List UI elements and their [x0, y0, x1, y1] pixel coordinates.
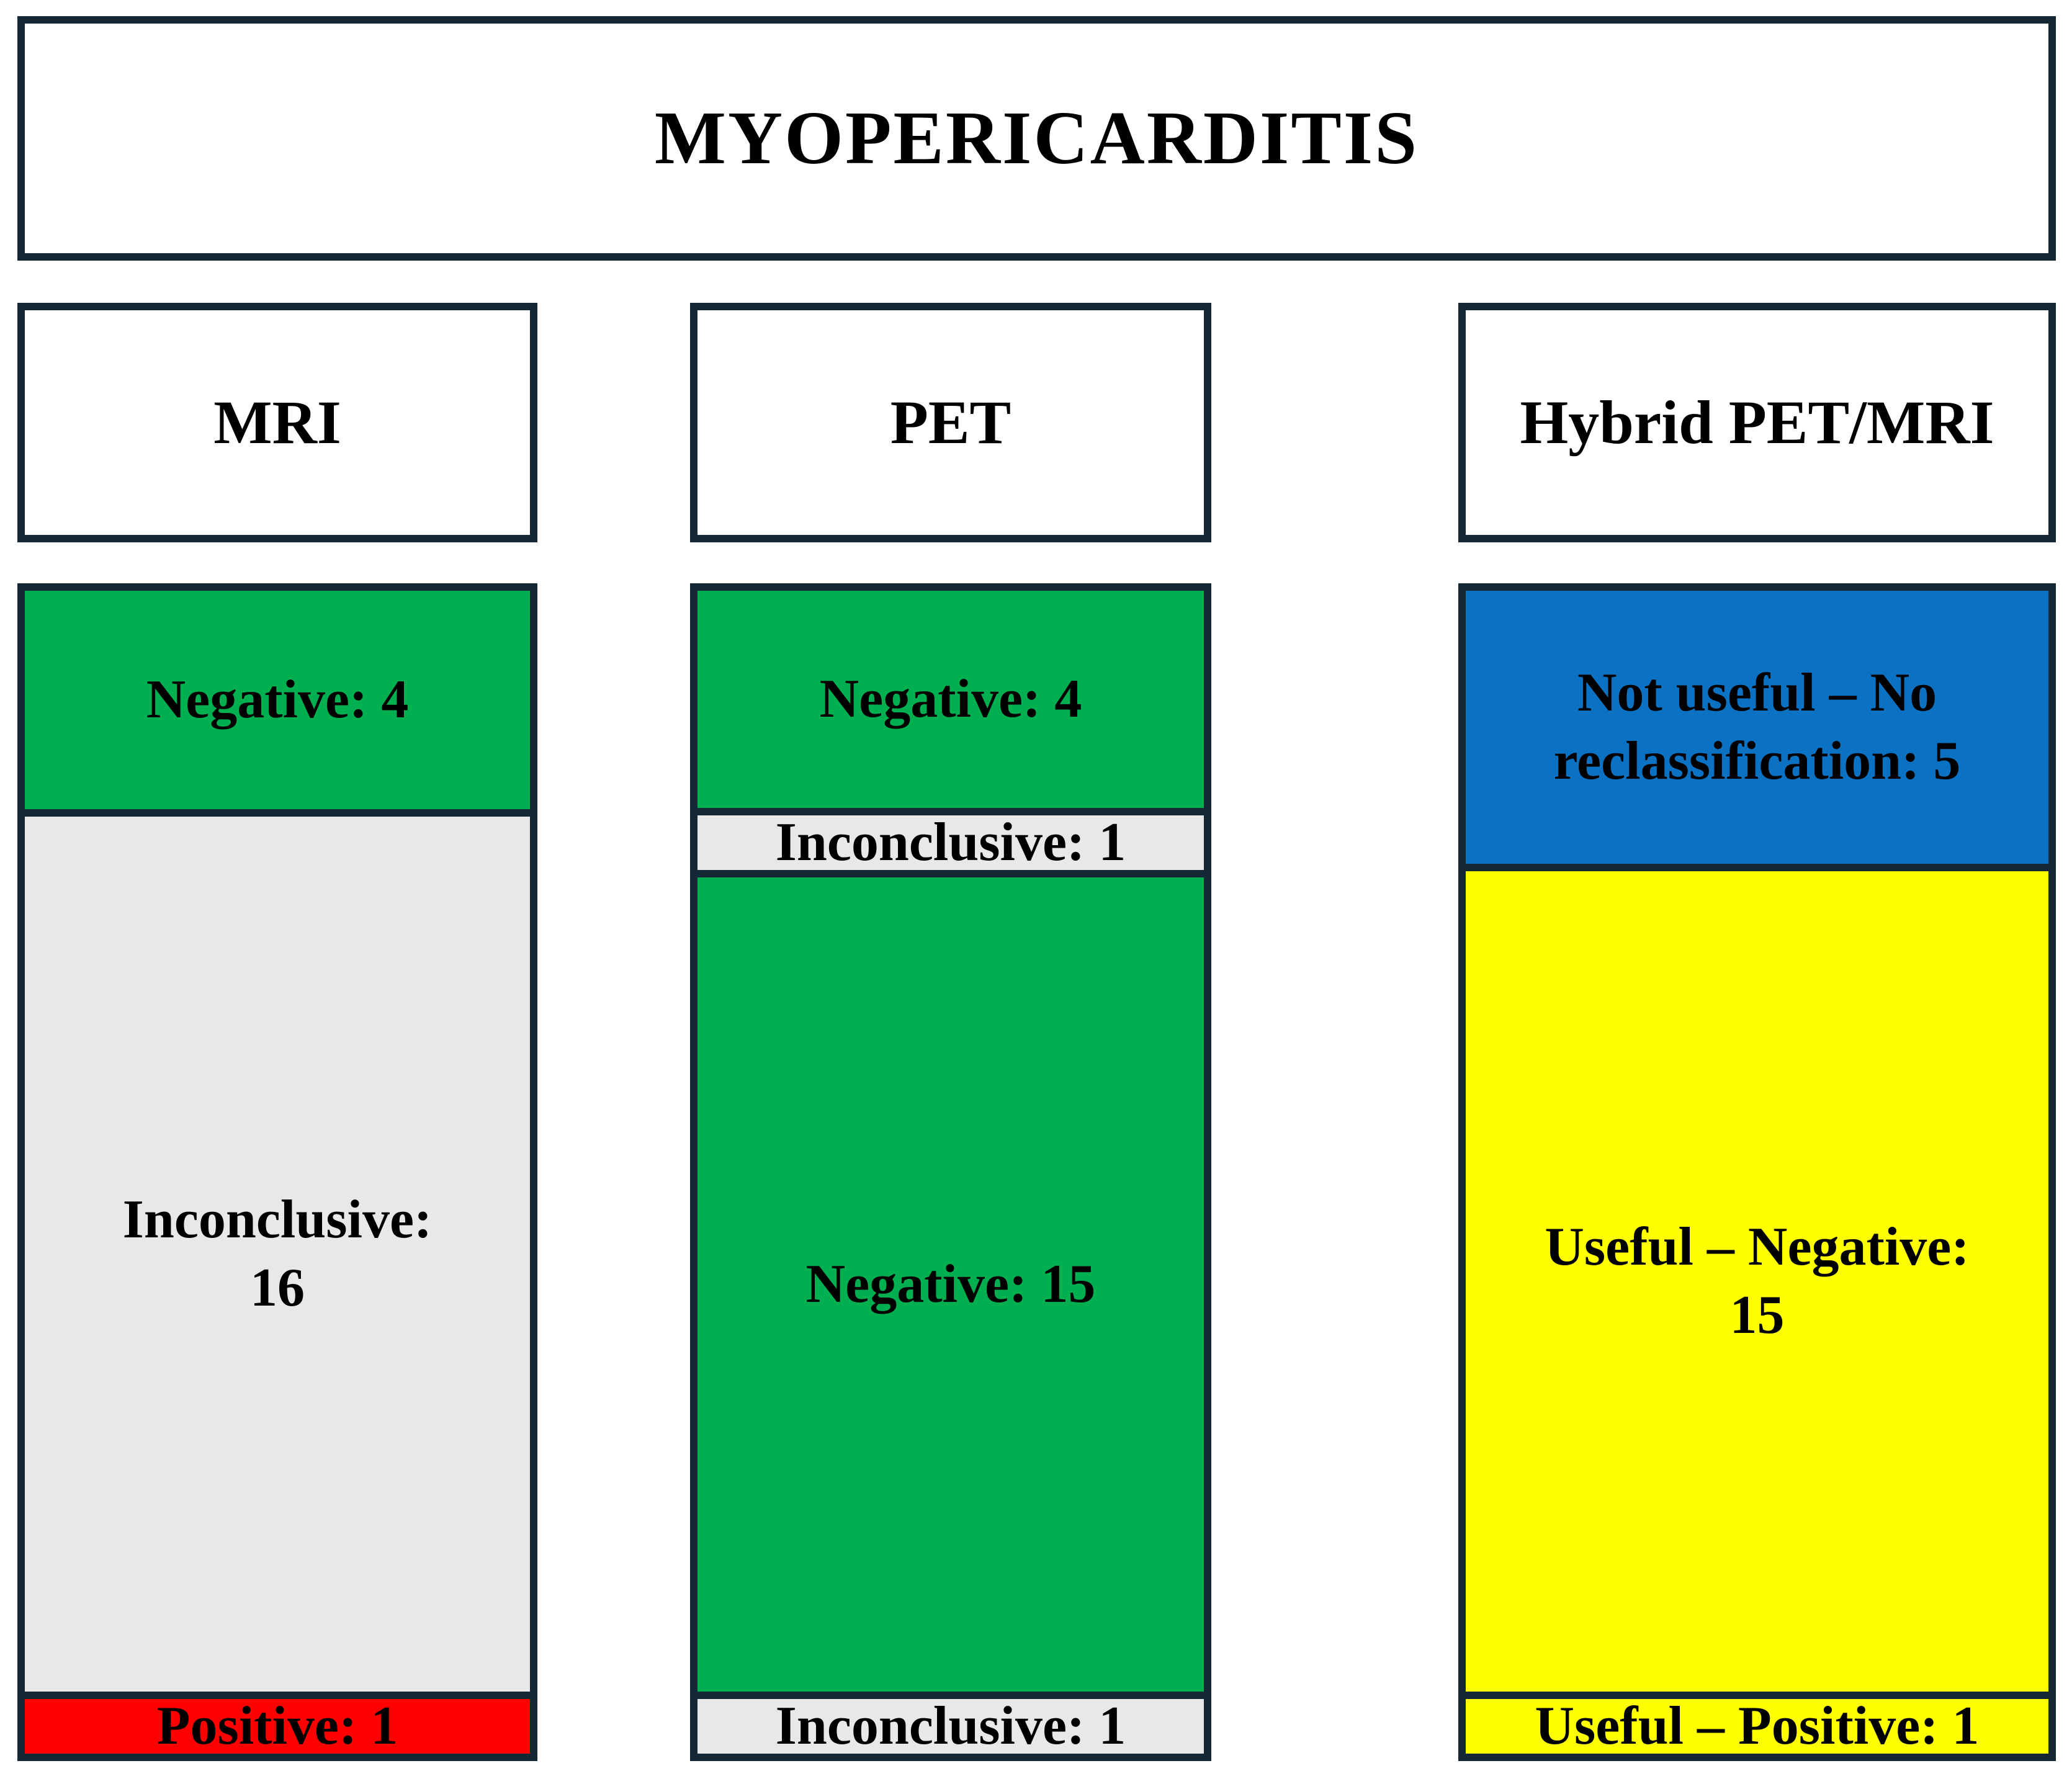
- hybrid-segment-not-useful: Not useful – No reclassification: 5: [1466, 591, 2048, 864]
- pet-segment-negative-top: Negative: 4: [697, 591, 1204, 809]
- pet-segment-inconclusive-bottom: Inconclusive: 1: [697, 1692, 1204, 1756]
- pet-segment-inconclusive-top-label: Inconclusive: 1: [775, 812, 1126, 872]
- mri-segment-negative-label: Negative: 4: [146, 670, 409, 730]
- mri-segment-positive-label: Positive: 1: [156, 1695, 398, 1756]
- column-header-hybrid-pet-mri: Hybrid PET/MRI: [1458, 303, 2056, 542]
- hybrid-segment-useful-positive: Useful – Positive: 1: [1466, 1691, 2048, 1756]
- column-header-hybrid-pet-mri-label: Hybrid PET/MRI: [1520, 388, 1994, 457]
- hybrid-segment-useful-negative: Useful – Negative: 15: [1466, 864, 2048, 1692]
- pet-segment-negative-main: Negative: 15: [697, 869, 1204, 1692]
- mri-segment-positive: Positive: 1: [25, 1691, 530, 1756]
- mri-bar: Negative: 4 Inconclusive: 16 Positive: 1: [17, 583, 537, 1761]
- mri-segment-inconclusive-label: Inconclusive: 16: [122, 1190, 433, 1319]
- hybrid-bar: Not useful – No reclassification: 5 Usef…: [1458, 583, 2056, 1761]
- pet-bar: Negative: 4 Inconclusive: 1 Negative: 15…: [690, 583, 1211, 1761]
- column-header-mri: MRI: [17, 303, 537, 542]
- column-header-mri-label: MRI: [213, 388, 341, 457]
- pet-segment-negative-main-label: Negative: 15: [805, 1254, 1096, 1315]
- pet-segment-inconclusive-top: Inconclusive: 1: [697, 808, 1204, 872]
- column-header-pet: PET: [690, 303, 1211, 542]
- hybrid-segment-not-useful-label: Not useful – No reclassification: 5: [1553, 663, 1961, 792]
- hybrid-segment-useful-negative-label: Useful – Negative: 15: [1545, 1217, 1970, 1346]
- hybrid-segment-useful-positive-label: Useful – Positive: 1: [1535, 1695, 1980, 1756]
- column-header-pet-label: PET: [890, 388, 1011, 457]
- figure-title: MYOPERICARDITIS: [654, 96, 1419, 180]
- pet-segment-negative-top-label: Negative: 4: [819, 669, 1082, 730]
- mri-segment-inconclusive: Inconclusive: 16: [25, 809, 530, 1692]
- pet-segment-inconclusive-bottom-label: Inconclusive: 1: [775, 1696, 1126, 1757]
- figure-title-box: MYOPERICARDITIS: [17, 16, 2056, 261]
- mri-segment-negative: Negative: 4: [25, 591, 530, 810]
